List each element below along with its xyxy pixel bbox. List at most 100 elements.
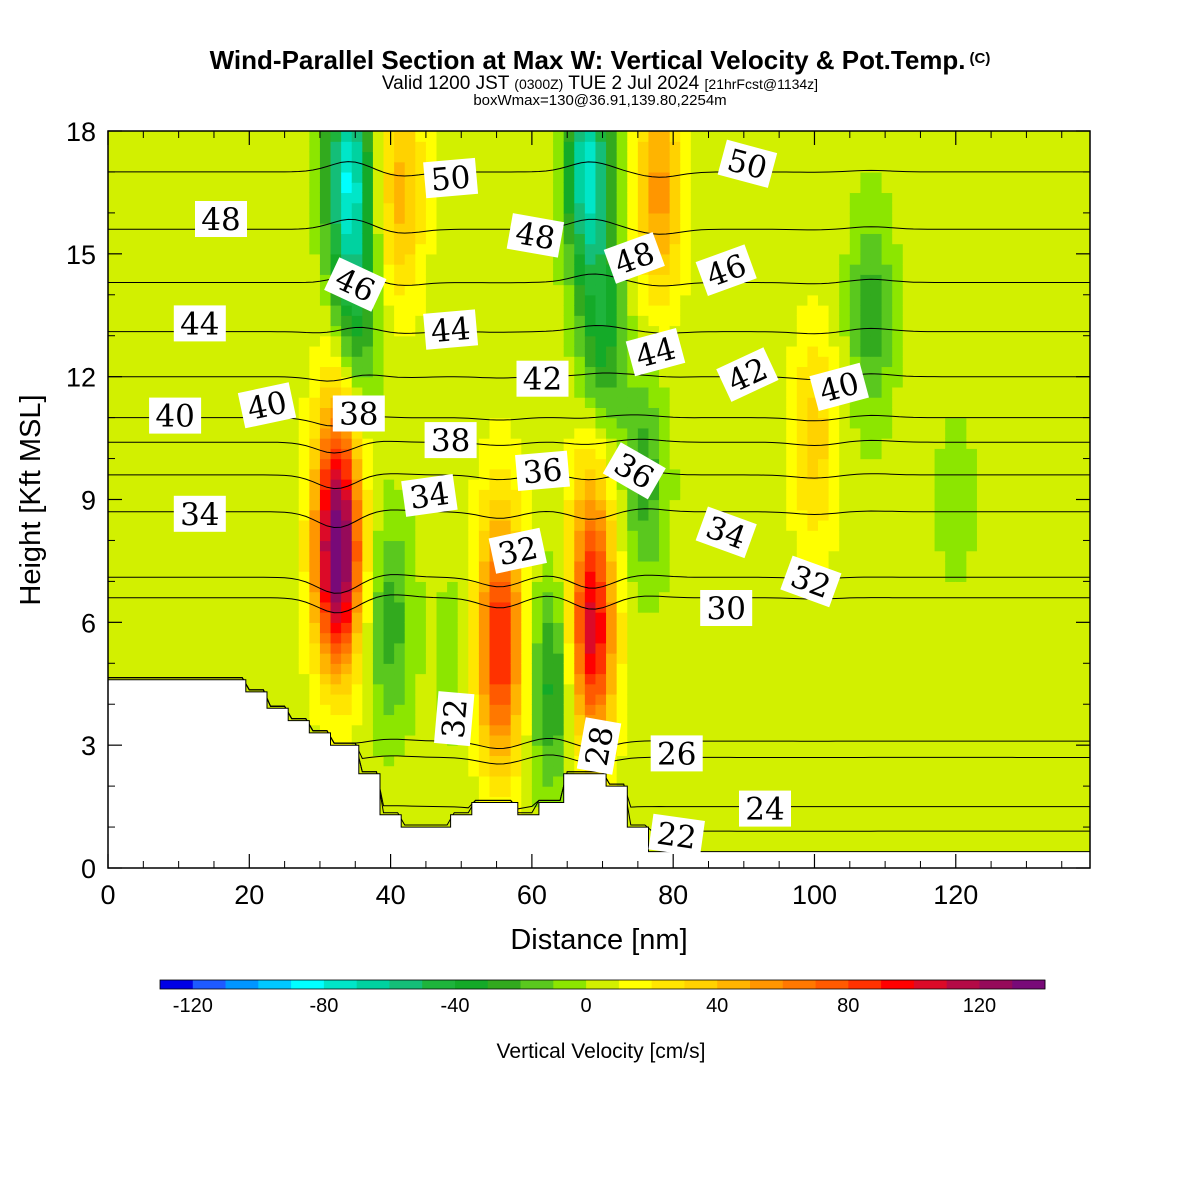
velocity-cell xyxy=(531,274,544,286)
velocity-cell xyxy=(468,540,480,552)
velocity-cell xyxy=(669,540,681,552)
velocity-cell xyxy=(595,253,607,265)
velocity-cell xyxy=(319,131,332,142)
velocity-cell xyxy=(828,458,840,470)
velocity-cell xyxy=(669,294,681,306)
velocity-cell xyxy=(743,632,756,644)
velocity-cell xyxy=(351,489,363,501)
velocity-cell xyxy=(277,202,289,214)
velocity-cell xyxy=(796,325,809,337)
velocity-cell xyxy=(351,612,363,623)
velocity-cell xyxy=(468,284,480,296)
velocity-cell xyxy=(372,335,385,347)
velocity-cell xyxy=(457,601,469,613)
velocity-cell xyxy=(521,612,533,623)
velocity-cell xyxy=(372,131,385,142)
velocity-cell xyxy=(553,141,565,153)
velocity-cell xyxy=(425,714,438,726)
velocity-cell xyxy=(288,171,300,183)
velocity-cell xyxy=(309,233,321,245)
velocity-cell xyxy=(203,540,215,552)
velocity-cell xyxy=(743,325,756,337)
velocity-cell xyxy=(129,141,141,153)
velocity-cell xyxy=(203,479,215,490)
velocity-cell xyxy=(383,612,395,623)
velocity-cell xyxy=(542,663,554,675)
velocity-cell xyxy=(796,335,809,347)
velocity-cell xyxy=(330,376,342,388)
velocity-cell xyxy=(531,745,544,757)
velocity-cell xyxy=(266,223,279,234)
velocity-cell xyxy=(203,458,215,470)
velocity-cell xyxy=(637,734,650,746)
velocity-cell xyxy=(828,253,840,265)
velocity-cell xyxy=(415,212,427,224)
velocity-cell xyxy=(372,560,385,572)
velocity-cell xyxy=(309,683,321,695)
velocity-cell xyxy=(478,745,491,757)
velocity-cell xyxy=(319,182,332,194)
velocity-cell xyxy=(510,315,522,327)
velocity-cell xyxy=(500,253,512,265)
velocity-cell xyxy=(489,202,501,214)
velocity-cell xyxy=(839,673,851,685)
velocity-cell xyxy=(701,202,713,214)
velocity-cell xyxy=(362,386,374,398)
velocity-cell xyxy=(468,642,480,654)
velocity-cell xyxy=(775,284,787,296)
velocity-cell xyxy=(235,192,247,204)
velocity-cell xyxy=(754,438,766,449)
velocity-cell xyxy=(478,397,491,408)
velocity-cell xyxy=(521,325,533,337)
velocity-cell xyxy=(765,499,777,511)
velocity-cell xyxy=(690,489,703,501)
velocity-cell xyxy=(553,745,565,757)
velocity-cell xyxy=(129,519,141,531)
velocity-cell xyxy=(224,182,236,194)
velocity-cell xyxy=(182,632,194,644)
velocity-cell xyxy=(383,601,395,613)
velocity-cell xyxy=(680,141,692,153)
velocity-cell xyxy=(616,192,628,204)
velocity-cell xyxy=(712,775,724,787)
velocity-cell xyxy=(796,407,809,419)
velocity-cell xyxy=(743,284,756,296)
velocity-cell xyxy=(680,345,692,357)
velocity-cell xyxy=(182,356,194,368)
velocity-cell xyxy=(733,458,745,470)
velocity-cell xyxy=(256,673,268,685)
velocity-cell xyxy=(404,632,416,644)
velocity-cell xyxy=(139,264,151,275)
velocity-cell xyxy=(478,683,491,695)
velocity-cell xyxy=(616,356,628,368)
velocity-cell xyxy=(786,653,798,664)
velocity-cell xyxy=(754,274,766,286)
velocity-cell xyxy=(277,274,289,286)
velocity-cell xyxy=(818,775,830,787)
velocity-cell xyxy=(531,407,544,419)
velocity-cell xyxy=(415,182,427,194)
velocity-cell xyxy=(818,489,830,501)
velocity-cell xyxy=(500,724,512,736)
velocity-cell xyxy=(288,622,300,634)
velocity-cell xyxy=(489,622,501,634)
velocity-cell xyxy=(118,386,130,398)
velocity-cell xyxy=(330,202,342,214)
velocity-cell xyxy=(637,141,650,153)
velocity-cell xyxy=(436,407,448,419)
velocity-cell xyxy=(256,458,268,470)
velocity-cell xyxy=(669,714,681,726)
velocity-cell xyxy=(775,192,787,204)
velocity-cell xyxy=(362,755,374,767)
velocity-cell xyxy=(701,642,713,654)
velocity-cell xyxy=(648,397,660,408)
velocity-cell xyxy=(404,806,416,818)
velocity-cell xyxy=(690,775,703,787)
velocity-cell xyxy=(669,192,681,204)
velocity-cell xyxy=(616,601,628,613)
velocity-cell xyxy=(500,315,512,327)
velocity-cell xyxy=(786,274,798,286)
velocity-cell xyxy=(733,438,745,449)
velocity-cell xyxy=(478,376,491,388)
velocity-cell xyxy=(775,581,787,593)
